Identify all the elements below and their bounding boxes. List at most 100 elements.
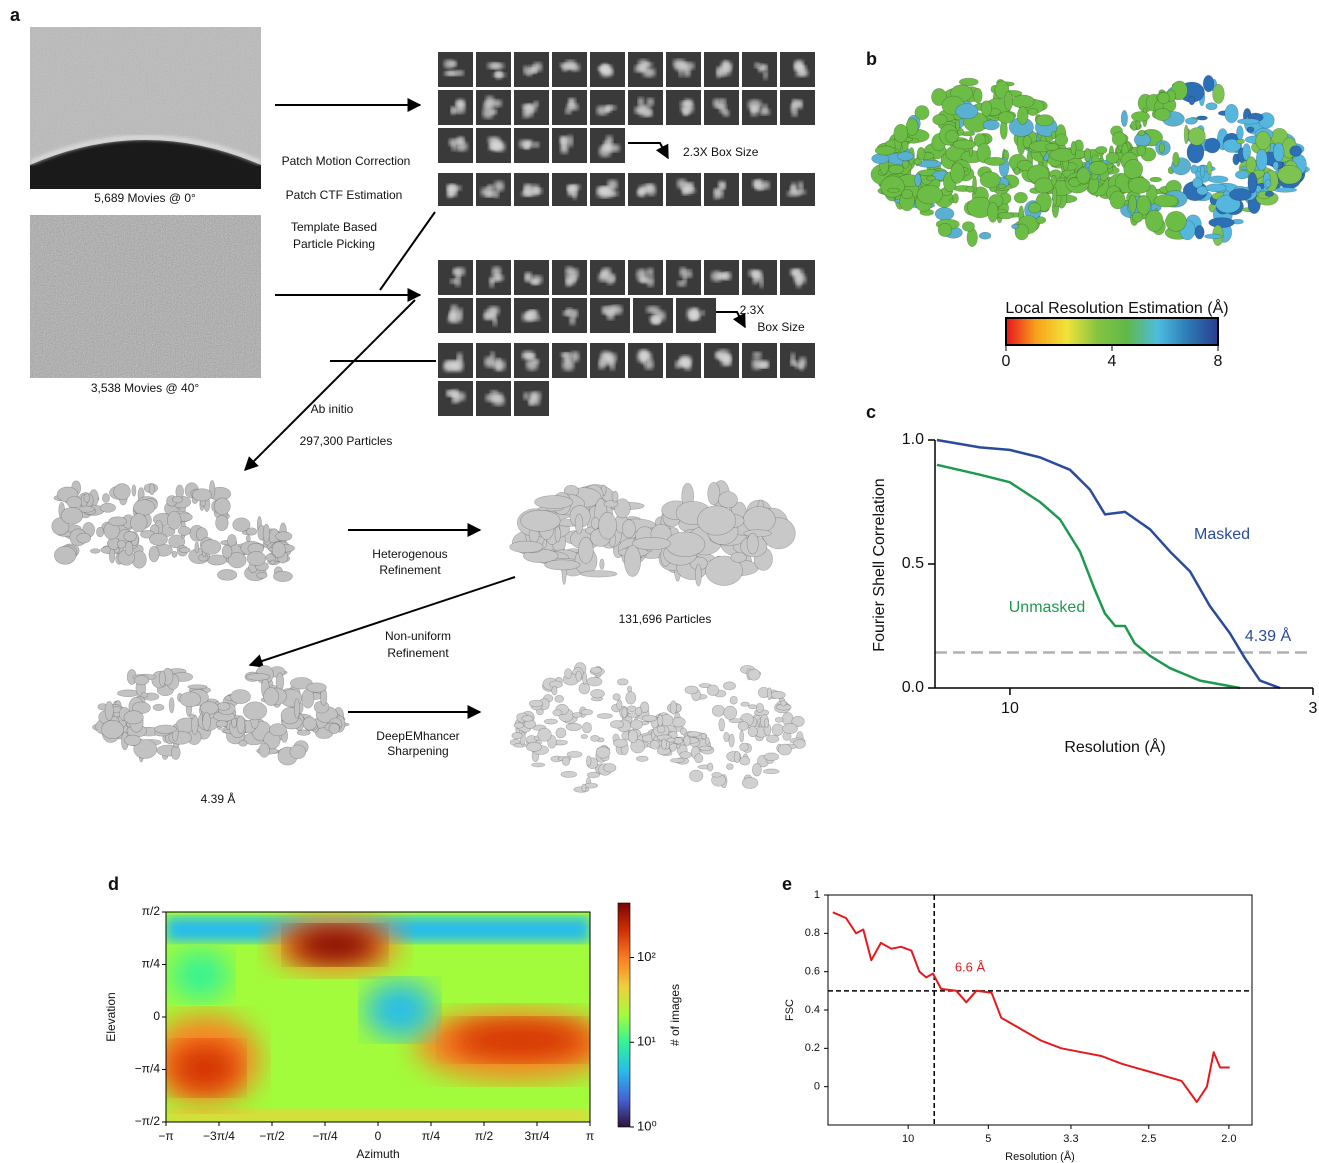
map-blob <box>598 511 617 540</box>
map-blob <box>1138 130 1146 137</box>
x-tick-label: −π/2 <box>259 1129 285 1143</box>
map-blob <box>296 729 311 736</box>
step-label: Patch Motion Correction <box>282 154 411 168</box>
map-blob <box>723 681 736 691</box>
x-tick-label: π/2 <box>475 1129 494 1143</box>
tile <box>438 52 473 87</box>
map-blob <box>718 718 725 732</box>
map-blob <box>591 516 600 530</box>
tile-blob <box>794 59 804 71</box>
x-tick-label: 2.5 <box>1141 1133 1156 1145</box>
map-blob <box>191 714 199 735</box>
map-blob <box>1136 145 1147 157</box>
map-blob <box>1255 131 1271 151</box>
tile-blob <box>716 66 721 79</box>
map-blob <box>1187 127 1206 146</box>
map-blob <box>730 552 747 563</box>
map-blob <box>1035 114 1055 127</box>
map-blob <box>1277 165 1303 185</box>
x-tick-label: 0 <box>375 1129 382 1143</box>
y-axis-label: Elevation <box>104 992 118 1041</box>
map-blob <box>1202 75 1215 93</box>
map-blob <box>997 111 1015 124</box>
map-blob <box>1050 174 1057 186</box>
tile-blob <box>720 98 727 106</box>
caption: 3,538 Movies @ 40° <box>91 381 200 395</box>
tile-blob <box>637 97 644 107</box>
map-blob <box>101 720 124 739</box>
step-label: 4.39 Å <box>201 791 236 806</box>
map-blob <box>552 709 563 717</box>
map-blob <box>897 151 914 162</box>
map-blob <box>636 755 649 762</box>
tile-blob <box>567 185 578 197</box>
map-blob <box>771 723 784 736</box>
tile-blob <box>522 353 534 358</box>
map-blob <box>133 675 150 686</box>
map-blob <box>123 710 144 725</box>
tile-blob <box>604 305 616 313</box>
tile-blob <box>494 392 504 401</box>
y-tick-label: 1.0 <box>902 431 924 448</box>
map-blob <box>83 493 90 503</box>
map-blob <box>614 498 631 519</box>
y-tick-label: 0.8 <box>805 927 820 939</box>
map-blob <box>747 668 761 681</box>
panel-label: a <box>10 5 21 25</box>
x-tick-label: 3.3 <box>1063 1133 1078 1145</box>
map-blob <box>973 87 983 104</box>
x-tick-label: 3 <box>1309 700 1318 717</box>
map-blob <box>551 685 558 696</box>
tile-blob <box>710 270 723 282</box>
map-blob <box>739 742 749 752</box>
map-blob <box>774 716 784 723</box>
map-blob <box>751 763 762 777</box>
tile-blob <box>719 273 727 280</box>
map-blob <box>99 502 116 513</box>
tile-blob <box>562 358 575 371</box>
tile-blob <box>700 310 705 316</box>
tile-blob <box>791 109 798 117</box>
map-blob <box>976 143 992 164</box>
map-blob <box>791 715 805 727</box>
map-blob <box>1247 172 1258 194</box>
tile-blob <box>494 190 500 199</box>
map-blob <box>913 157 922 166</box>
tile-blob <box>561 138 567 150</box>
tile-blob <box>647 267 654 277</box>
tile-blob <box>602 140 611 150</box>
tile-blob <box>638 185 646 198</box>
y-tick-label: 0.5 <box>902 555 924 572</box>
x-tick-label: π/4 <box>422 1129 441 1143</box>
map-blob <box>258 742 270 758</box>
tile-blob <box>716 349 730 361</box>
tile-blob <box>796 100 803 110</box>
map-blob <box>214 497 231 515</box>
map-blob <box>1011 223 1019 230</box>
map-blob <box>242 701 268 721</box>
y-tick-label: π/4 <box>142 957 161 971</box>
map-blob <box>700 732 707 740</box>
map-blob <box>230 689 251 704</box>
map-blob <box>1016 159 1033 171</box>
tile <box>780 343 815 378</box>
tile-blob <box>455 98 465 109</box>
tile-blob <box>793 189 806 195</box>
map-blob <box>581 783 587 793</box>
y-axis-label: FSC <box>784 999 796 1021</box>
map-blob <box>564 668 573 679</box>
tile-blob <box>454 275 461 287</box>
tile-blob <box>494 71 503 77</box>
tile-blob <box>683 269 693 275</box>
map-blob <box>1245 156 1257 174</box>
tile-blob <box>493 180 505 192</box>
map-blob <box>705 555 743 586</box>
map-blob <box>1206 161 1213 175</box>
x-tick-label: −3π/4 <box>203 1129 235 1143</box>
map-blob <box>1013 167 1021 176</box>
y-tick-label: −π/2 <box>135 1114 161 1128</box>
map-blob <box>979 231 992 240</box>
map-blob <box>528 699 544 708</box>
tile-blob <box>610 274 616 283</box>
